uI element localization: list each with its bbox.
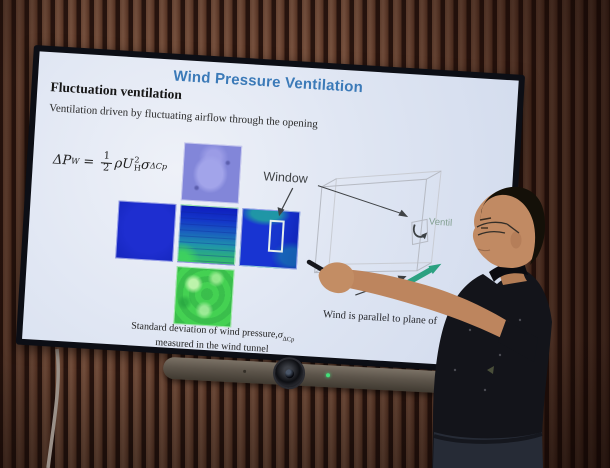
window-arrow-left-head <box>277 207 285 217</box>
building-front-face <box>314 178 428 274</box>
glasses-temple-arm <box>506 223 520 234</box>
shirt-sleeve <box>498 320 538 362</box>
building-depth-edges <box>314 170 442 273</box>
wind-arrowhead <box>428 263 442 274</box>
presenter-face <box>472 188 540 268</box>
window-arrow-right-head <box>398 209 409 218</box>
presenter-eyebrow <box>479 217 492 221</box>
shirt-speckles <box>453 318 522 392</box>
building-window-opening <box>411 218 429 246</box>
presenter-ear <box>510 231 522 249</box>
presenter-mouth <box>477 248 491 252</box>
shirt-logo <box>487 366 494 374</box>
glasses-top-rim <box>476 221 508 228</box>
shirt-collar <box>489 262 528 282</box>
window-arrow-left <box>280 187 294 211</box>
cable-line <box>46 348 60 468</box>
airflow-curve-arrowhead <box>421 232 428 240</box>
window-arrow-right <box>317 185 403 215</box>
presenter-hand <box>318 262 355 294</box>
building-wireframe <box>314 170 442 274</box>
presenter-hair <box>480 186 545 265</box>
glasses-bottom-rim <box>477 231 506 236</box>
presenter-arm <box>319 268 528 352</box>
window-annotation-arrows <box>277 185 409 218</box>
belt-line <box>433 432 543 444</box>
presenter-glasses <box>476 221 520 236</box>
